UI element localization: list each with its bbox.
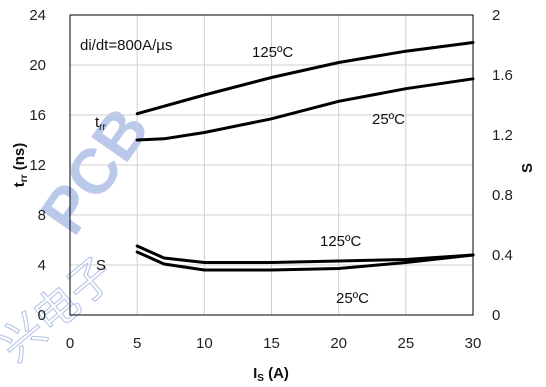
s-125c-label: 125ºC	[320, 233, 362, 250]
y2-tick-label: 0	[492, 307, 500, 324]
y-tick-label: 0	[38, 307, 46, 324]
y2-tick-label: 0.8	[492, 187, 513, 204]
s-25c-label: 25ºC	[336, 290, 369, 307]
x-tick-label: 0	[66, 335, 74, 352]
y-tick-labels: 0 4 8 12 16 20 24	[29, 7, 46, 324]
condition-annotation: di/dt=800A/µs	[80, 37, 172, 54]
y-axis-label: trr (ns)	[11, 143, 30, 187]
y-tick-label: 20	[29, 57, 46, 74]
x-tick-label: 5	[133, 335, 141, 352]
y2-tick-label: 0.4	[492, 247, 513, 264]
y2-tick-label: 1.6	[492, 67, 513, 84]
grid-lines	[70, 15, 473, 315]
x-tick-label: 15	[263, 335, 280, 352]
series-line-1	[135, 41, 475, 116]
plot-frame	[69, 14, 474, 316]
series-line-4	[135, 250, 475, 272]
x-tick-labels: 0 5 10 15 20 25 30	[66, 335, 482, 352]
trr-25c-label: 25ºC	[372, 111, 405, 128]
y2-axis-label: S	[519, 163, 536, 173]
y-tick-label: 12	[29, 157, 46, 174]
trr-group-annotation: trr	[95, 114, 107, 133]
y-tick-label: 8	[38, 207, 46, 224]
s-group-annotation: S	[96, 257, 106, 274]
trr-125c-label: 125ºC	[252, 44, 294, 61]
watermark: PCB 兴电子	[0, 95, 163, 372]
y2-tick-labels: 0 0.4 0.8 1.2 1.6 2	[492, 7, 513, 324]
y2-tick-label: 2	[492, 7, 500, 24]
x-tick-label: 30	[465, 335, 482, 352]
x-axis-label: IS (A)	[253, 365, 289, 384]
series-line-2	[135, 77, 475, 142]
series-line-3	[135, 244, 475, 264]
y2-tick-label: 1.2	[492, 127, 513, 144]
y-tick-label: 24	[29, 7, 46, 24]
x-tick-label: 25	[397, 335, 414, 352]
y-tick-label: 16	[29, 107, 46, 124]
series-layer	[135, 41, 475, 272]
x-tick-label: 20	[330, 335, 347, 352]
x-tick-label: 10	[196, 335, 213, 352]
y-tick-label: 4	[38, 257, 46, 274]
